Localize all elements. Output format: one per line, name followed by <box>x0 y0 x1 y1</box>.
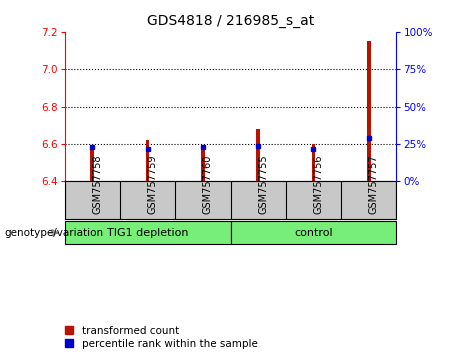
Text: GSM757760: GSM757760 <box>203 155 213 214</box>
Bar <box>146 140 149 181</box>
Text: GSM757758: GSM757758 <box>92 155 102 214</box>
Bar <box>201 146 205 181</box>
Bar <box>367 41 371 181</box>
Text: GSM757759: GSM757759 <box>148 155 158 214</box>
Legend: transformed count, percentile rank within the sample: transformed count, percentile rank withi… <box>65 326 258 349</box>
Bar <box>312 144 315 181</box>
Text: GSM757756: GSM757756 <box>313 155 324 214</box>
Text: GSM757757: GSM757757 <box>369 155 379 214</box>
Bar <box>256 129 260 181</box>
Title: GDS4818 / 216985_s_at: GDS4818 / 216985_s_at <box>147 14 314 28</box>
Text: control: control <box>294 228 333 238</box>
Text: GSM757755: GSM757755 <box>258 155 268 214</box>
Text: genotype/variation: genotype/variation <box>5 228 104 238</box>
Bar <box>90 148 94 181</box>
Text: TIG1 depletion: TIG1 depletion <box>107 228 188 238</box>
